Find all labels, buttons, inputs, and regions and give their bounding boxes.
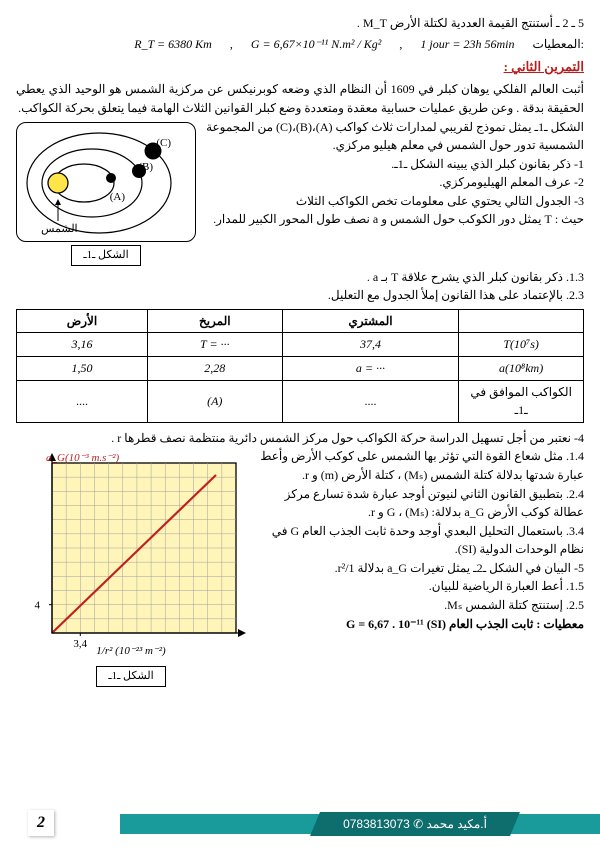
label-B: (B) bbox=[138, 159, 153, 176]
table-row: a(10⁸km) a = ··· 2,28 1,50 bbox=[17, 356, 584, 380]
q31: 1.3. ذكر بقانون كبلر الذي يشرح علاقة T ب… bbox=[16, 268, 584, 287]
data-G: G = 6,67×10⁻¹¹ N.m² / Kg² bbox=[251, 35, 382, 54]
data-jour: 1 jour = 23h 56min bbox=[420, 35, 514, 54]
svg-text:4: 4 bbox=[35, 600, 41, 612]
label-sun: الشمس bbox=[41, 221, 78, 238]
svg-text:أ.مكيد محمد ✆ 0783813073: أ.مكيد محمد ✆ 0783813073 bbox=[343, 816, 487, 831]
page-number: 2 bbox=[28, 810, 54, 836]
given-data-row: المعطيات: 1 jour = 23h 56min , G = 6,67×… bbox=[16, 35, 584, 54]
planets-table: المشتري المريخ الأرض T(10⁷s) 37,4 T = ··… bbox=[16, 309, 584, 423]
ex2-title: التمرين الثاني : bbox=[16, 57, 584, 77]
svg-text:3,4: 3,4 bbox=[73, 638, 87, 650]
line-chart: 4 3,4 a_G(10⁻³ m.s⁻²) bbox=[16, 451, 246, 661]
table-row: الكواكب الموافق في ـ1ـ .... (A) .... bbox=[17, 380, 584, 422]
q4: 4- نعتبر من أجل تسهيل الدراسة حركة الكوا… bbox=[16, 429, 584, 448]
data-R: R_T = 6380 Km bbox=[134, 35, 212, 54]
fig2-caption: الشكل ـ1ـ bbox=[96, 666, 166, 687]
q-5-2: 5 ـ 2 ـ أستنتج القيمة العددية لكتلة الأر… bbox=[16, 14, 584, 33]
ex2-intro: أثبت العالم الفلكي يوهان كبلر في 1609 أن… bbox=[16, 80, 584, 117]
label-C: (C) bbox=[156, 135, 171, 152]
footer-ribbon: أ.مكيد محمد ✆ 0783813073 bbox=[120, 812, 600, 836]
svg-text:a_G(10⁻³ m.s⁻²): a_G(10⁻³ m.s⁻²) bbox=[46, 452, 120, 464]
table-row: T(10⁷s) 37,4 T = ··· 3,16 bbox=[17, 333, 584, 357]
page-footer: 2 أ.مكيد محمد ✆ 0783813073 bbox=[0, 808, 600, 838]
figure-1: (A) (B) (C) الشمس الشكل ـ1ـ bbox=[16, 122, 196, 266]
table-header-row: المشتري المريخ الأرض bbox=[17, 309, 584, 333]
q32: 2.3. بالإعتماد على هذا القانون إملأ الجد… bbox=[16, 286, 584, 305]
fig1-caption: الشكل ـ1ـ bbox=[71, 245, 141, 266]
label-A: (A) bbox=[110, 189, 125, 206]
figure-2: 43,4a_G(10⁻³ m.s⁻²) 1/r² (10⁻²³ m⁻²) الش… bbox=[16, 451, 246, 687]
